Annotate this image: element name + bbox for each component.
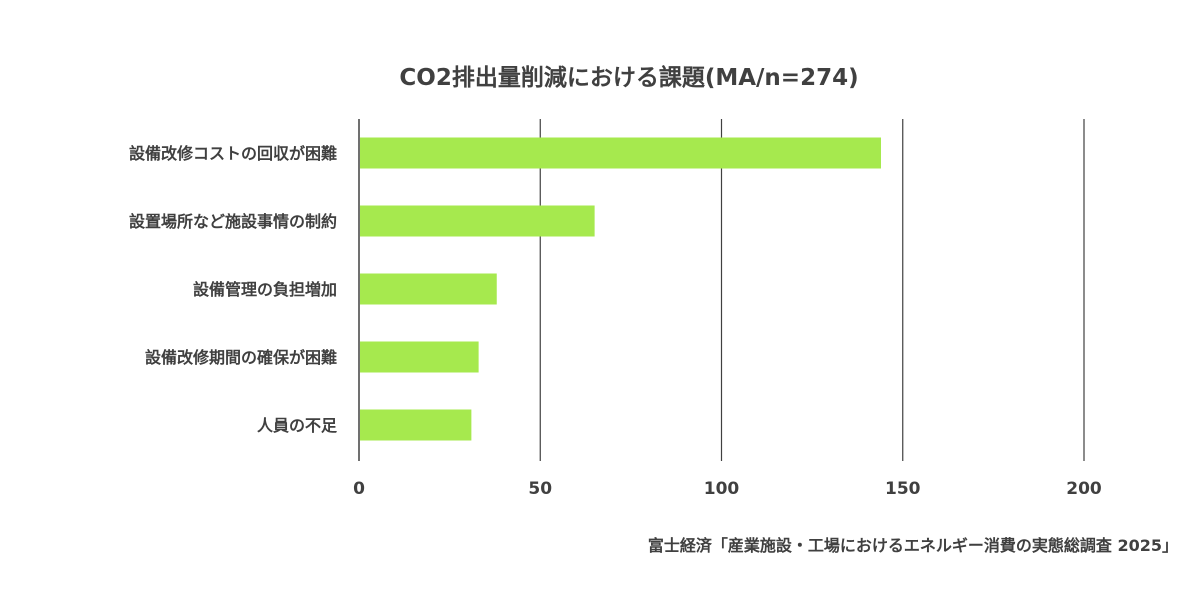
bar xyxy=(360,409,472,441)
bar xyxy=(360,137,881,169)
x-tick-labels: 0 50 100 150 200 xyxy=(353,479,1102,499)
x-tick-label: 50 xyxy=(528,479,552,499)
category-labels: 設備改修コストの回収が困難設置場所など施設事情の制約設備管理の負担増加設備改修期… xyxy=(129,144,338,435)
source-note: 富士経済「産業施設・工場におけるエネルギー消費の実態総調査 2025」 xyxy=(647,536,1178,555)
category-label: 人員の不足 xyxy=(257,416,338,435)
category-label: 設置場所など施設事情の制約 xyxy=(129,212,337,231)
category-label: 設備改修期間の確保が困難 xyxy=(145,348,337,367)
x-tick-label: 200 xyxy=(1066,479,1102,499)
bar xyxy=(360,341,479,373)
category-label: 設備改修コストの回収が困難 xyxy=(129,144,337,163)
bar xyxy=(360,205,595,237)
bar xyxy=(360,273,497,305)
category-label: 設備管理の負担増加 xyxy=(193,280,337,299)
chart-title: CO2排出量削減における課題(MA/n=274) xyxy=(399,65,859,91)
bars xyxy=(360,137,881,441)
grid-lines xyxy=(358,119,1085,461)
x-tick-label: 100 xyxy=(704,479,740,499)
x-tick-label: 0 xyxy=(353,479,365,499)
x-tick-label: 150 xyxy=(885,479,921,499)
